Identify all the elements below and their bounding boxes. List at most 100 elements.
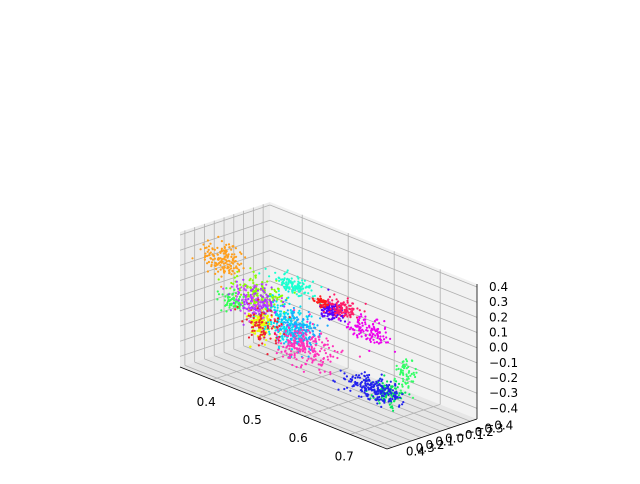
point — [217, 262, 221, 265]
point — [317, 363, 320, 366]
point — [279, 314, 282, 318]
point — [333, 349, 336, 353]
point — [322, 310, 326, 314]
point — [306, 318, 309, 321]
point — [274, 342, 278, 345]
point — [404, 381, 407, 384]
point — [360, 395, 363, 398]
point — [294, 332, 297, 335]
point — [260, 317, 263, 320]
point — [289, 324, 292, 327]
point — [263, 333, 266, 336]
point — [402, 360, 405, 363]
point — [368, 334, 372, 337]
point — [401, 365, 404, 368]
point — [263, 336, 266, 339]
point — [376, 384, 379, 387]
point — [282, 323, 285, 326]
point — [250, 326, 253, 329]
point — [358, 309, 361, 312]
point — [317, 353, 320, 357]
point — [289, 354, 292, 358]
point — [397, 382, 401, 385]
point — [390, 392, 393, 395]
point — [407, 375, 410, 378]
point — [380, 405, 383, 408]
point — [209, 257, 213, 260]
point — [296, 287, 299, 290]
point — [261, 285, 264, 289]
point — [255, 298, 258, 301]
point — [305, 315, 308, 318]
point — [230, 253, 234, 256]
point — [280, 321, 283, 324]
point — [310, 315, 313, 318]
point — [297, 290, 301, 293]
point — [341, 349, 344, 352]
point — [383, 374, 386, 377]
point — [391, 407, 394, 410]
point — [239, 303, 242, 306]
point — [233, 276, 236, 279]
point — [293, 280, 296, 283]
point — [298, 322, 301, 326]
point — [292, 339, 295, 342]
point — [242, 307, 245, 310]
point — [321, 299, 324, 302]
point — [279, 304, 282, 307]
point — [283, 321, 286, 324]
point — [326, 355, 329, 358]
point — [396, 396, 399, 399]
scatter-points — [191, 235, 418, 412]
point — [284, 340, 287, 343]
point — [297, 286, 300, 290]
point — [222, 270, 226, 273]
point — [345, 313, 348, 316]
point — [278, 310, 282, 313]
point — [308, 313, 311, 316]
point — [238, 301, 241, 304]
point — [378, 331, 381, 334]
point — [271, 294, 274, 297]
y-tick-label-0: −0.4 — [484, 418, 513, 432]
point — [286, 344, 290, 347]
point — [322, 357, 325, 360]
point — [384, 388, 387, 391]
point — [294, 325, 297, 328]
point — [241, 301, 244, 304]
point — [370, 331, 373, 334]
point — [299, 348, 302, 351]
point — [291, 289, 294, 292]
point — [358, 316, 361, 320]
point — [244, 296, 247, 299]
series-3 — [216, 287, 245, 313]
point — [233, 253, 236, 256]
point — [238, 289, 241, 292]
point — [203, 246, 207, 250]
point — [299, 326, 303, 329]
point — [287, 282, 290, 285]
point — [308, 342, 311, 345]
point — [379, 335, 382, 338]
point — [207, 260, 210, 264]
point — [293, 329, 296, 333]
point — [283, 305, 286, 308]
point — [232, 245, 235, 248]
point — [276, 326, 279, 329]
point — [414, 375, 417, 379]
z-tick-label-1: −0.3 — [489, 386, 518, 400]
point — [401, 377, 404, 380]
point — [303, 291, 306, 295]
point — [311, 322, 314, 326]
point — [304, 332, 307, 335]
point — [320, 285, 323, 289]
point — [290, 317, 293, 320]
point — [307, 355, 310, 358]
point — [299, 312, 302, 315]
point — [401, 383, 404, 386]
point — [285, 346, 288, 349]
point — [329, 355, 332, 358]
point — [356, 307, 359, 310]
point — [406, 381, 409, 384]
point — [319, 371, 322, 374]
